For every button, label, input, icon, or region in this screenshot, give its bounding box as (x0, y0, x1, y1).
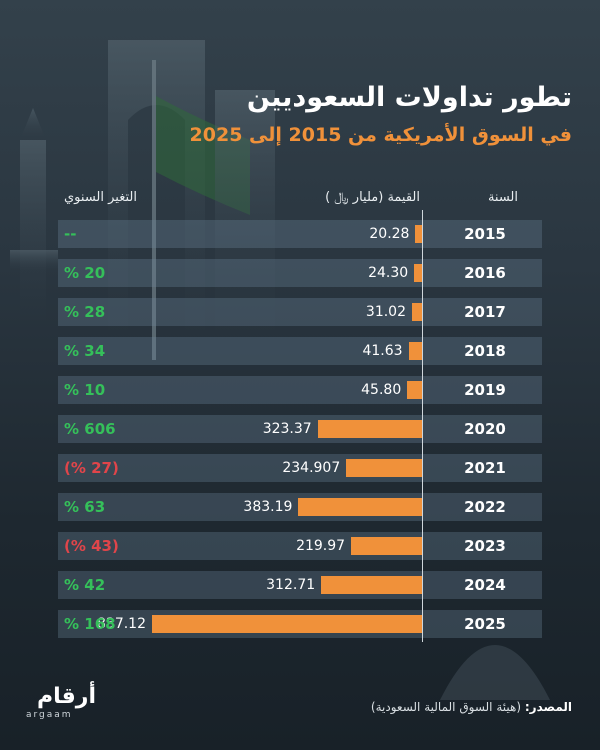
annual-change-label: % 28 (64, 303, 106, 321)
chart-title: تطور تداولات السعوديين (246, 82, 572, 113)
row-band (58, 220, 542, 248)
annual-change-label: % 20 (64, 264, 106, 282)
chart-subtitle: في السوق الأمريكية من 2015 إلى 2025 (189, 124, 572, 146)
year-label: 2017 (464, 303, 506, 321)
value-label: 24.30 (368, 265, 409, 281)
value-label: 837.12 (97, 616, 146, 632)
value-bar (411, 303, 422, 321)
year-label: 2021 (464, 459, 506, 477)
year-label: 2020 (464, 420, 506, 438)
dome-bottom-right (440, 645, 550, 700)
value-bar (152, 615, 422, 633)
chart-axis-line (422, 210, 423, 642)
year-label: 2025 (464, 615, 506, 633)
tower-left (10, 108, 58, 320)
row-band (58, 532, 542, 560)
year-label: 2015 (464, 225, 506, 243)
value-label: 323.37 (262, 421, 312, 437)
value-label: 41.63 (362, 343, 403, 359)
value-label: 31.02 (365, 304, 406, 320)
column-header-value: القيمة (مليار ﷼ ) (325, 190, 420, 205)
year-label: 2023 (464, 537, 506, 555)
row-band (58, 415, 542, 443)
value-bar (321, 576, 422, 594)
source-text: (هيئة السوق المالية السعودية) (370, 700, 522, 714)
row-band (58, 454, 542, 482)
year-label: 2022 (464, 498, 506, 516)
value-bar (346, 459, 422, 477)
annual-change-label: % 63 (64, 498, 106, 516)
year-label: 2024 (464, 576, 506, 594)
logo-latin: argaam (26, 710, 73, 720)
value-label: 219.97 (296, 538, 346, 554)
annual-change-label: % 42 (64, 576, 106, 594)
year-label: 2016 (464, 264, 506, 282)
annual-change-label: % 10 (64, 381, 106, 399)
value-label: 312.71 (266, 577, 316, 593)
annual-change-label: -- (64, 225, 77, 243)
annual-change-label: % 168 (64, 615, 116, 633)
value-bar (415, 225, 422, 243)
column-header-year: السنة (487, 190, 518, 205)
value-bar (298, 498, 422, 516)
source-note: المصدر: (هيئة السوق المالية السعودية) (371, 700, 572, 714)
column-header-change: التغير السنوي (64, 190, 137, 205)
value-bar (408, 342, 422, 360)
logo-arabic: أرقام (37, 684, 96, 709)
value-label: 45.80 (361, 382, 402, 398)
value-label: 234.907 (282, 460, 341, 476)
annual-change-label: (% 43) (64, 537, 119, 555)
row-band (58, 298, 542, 326)
value-label: 20.28 (369, 226, 410, 242)
annual-change-label: (% 27) (64, 459, 119, 477)
year-label: 2018 (464, 342, 506, 360)
row-band (58, 337, 542, 365)
source-label: المصدر: (524, 700, 572, 714)
value-bar (351, 537, 422, 555)
value-label: 383.19 (243, 499, 293, 515)
annual-change-label: % 34 (64, 342, 106, 360)
year-label: 2019 (464, 381, 506, 399)
value-bar (317, 420, 422, 438)
row-band (58, 571, 542, 599)
annual-change-label: % 606 (64, 420, 116, 438)
row-band (58, 376, 542, 404)
value-bar (407, 381, 422, 399)
argaam-logo: أرقام argaam (26, 684, 96, 724)
value-bar (414, 264, 422, 282)
row-band (58, 259, 542, 287)
